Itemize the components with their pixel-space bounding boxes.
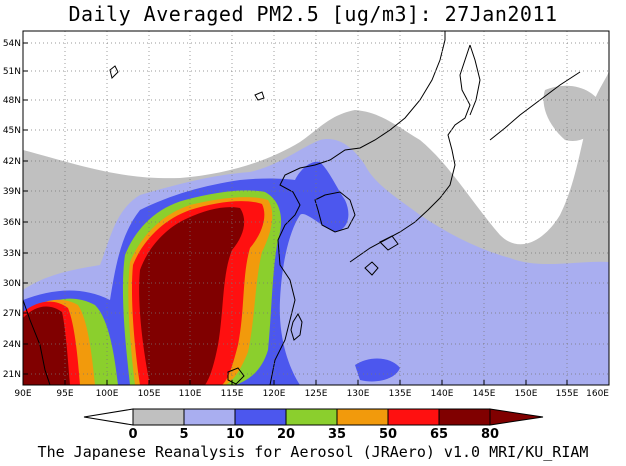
lon-label: 95E bbox=[56, 389, 73, 399]
lat-label: 39N bbox=[3, 187, 21, 197]
lon-label: 160E bbox=[586, 389, 609, 399]
colorbar-box-10-20 bbox=[183, 408, 236, 426]
colorbar-box-5-10 bbox=[132, 408, 185, 426]
colorbar-arrow-low bbox=[83, 408, 134, 426]
colorbar-label: 0 bbox=[128, 427, 137, 442]
taiwan-coastline bbox=[290, 312, 303, 341]
lat-label: 54N bbox=[3, 39, 21, 49]
lat-label: 33N bbox=[3, 249, 21, 259]
colorbar-label: 10 bbox=[226, 427, 244, 442]
japan-coastline bbox=[349, 44, 471, 276]
baikal-outline bbox=[109, 65, 119, 79]
colorbar-label: 5 bbox=[179, 427, 188, 442]
lon-label: 150E bbox=[515, 389, 538, 399]
colorbar-label: 65 bbox=[430, 427, 448, 442]
colorbar-box-80-plus bbox=[438, 408, 491, 426]
lat-label: 48N bbox=[3, 96, 21, 106]
tick-marks bbox=[22, 42, 610, 385]
lat-label: 51N bbox=[3, 67, 21, 77]
colorbar-arrow-high bbox=[489, 408, 544, 426]
colorbar-label: 35 bbox=[328, 427, 346, 442]
colorbar-label: 50 bbox=[379, 427, 397, 442]
sakhalin-coastline bbox=[469, 44, 481, 116]
colorbar-box-65-80 bbox=[387, 408, 440, 426]
hainan-coastline bbox=[227, 367, 245, 385]
lat-label: 30N bbox=[3, 279, 21, 289]
asia-coastline bbox=[269, 31, 446, 385]
lon-label: 145E bbox=[473, 389, 496, 399]
lat-lon-grid bbox=[23, 31, 609, 385]
colorbar bbox=[83, 408, 544, 426]
lon-label: 130E bbox=[347, 389, 370, 399]
lon-label: 120E bbox=[263, 389, 286, 399]
lat-label: 24N bbox=[3, 340, 21, 350]
lon-label: 135E bbox=[389, 389, 412, 399]
colorbar-box-20-35 bbox=[234, 408, 287, 426]
lat-axis-labels: 54N 51N 48N 45N 42N 39N 36N 33N 30N 27N … bbox=[3, 39, 21, 380]
lat-label: 42N bbox=[3, 157, 21, 167]
colorbar-labels: 0 5 10 20 35 50 65 80 bbox=[128, 427, 499, 442]
lon-label: 140E bbox=[431, 389, 454, 399]
lon-label: 105E bbox=[138, 389, 161, 399]
lat-label: 27N bbox=[3, 309, 21, 319]
lon-label: 155E bbox=[556, 389, 579, 399]
lon-label: 115E bbox=[221, 389, 244, 399]
lat-label: 36N bbox=[3, 218, 21, 228]
level-80-plus-region bbox=[23, 207, 245, 385]
lon-label: 125E bbox=[305, 389, 328, 399]
colorbar-box-50-65 bbox=[336, 408, 389, 426]
colorbar-label: 80 bbox=[481, 427, 499, 442]
kuril-coastline bbox=[489, 71, 581, 141]
colorbar-box-35-50 bbox=[285, 408, 338, 426]
colorbar-label: 20 bbox=[277, 427, 295, 442]
lat-label: 21N bbox=[3, 370, 21, 380]
map-title: Daily Averaged PM2.5 [ug/m3]: 27Jan2011 bbox=[68, 2, 558, 26]
data-credit: The Japanese Reanalysis for Aerosol (JRA… bbox=[37, 443, 589, 461]
lon-label: 100E bbox=[96, 389, 119, 399]
inland-lake-outline bbox=[254, 91, 265, 101]
lon-label: 110E bbox=[179, 389, 202, 399]
level-5-10-patch bbox=[543, 85, 605, 141]
lon-axis-labels: 90E 95E 100E 105E 110E 115E 120E 125E 13… bbox=[14, 389, 609, 399]
lat-label: 45N bbox=[3, 126, 21, 136]
level-20-35-patch bbox=[355, 358, 400, 382]
korea-coastline bbox=[314, 191, 356, 233]
lon-label: 90E bbox=[14, 389, 31, 399]
